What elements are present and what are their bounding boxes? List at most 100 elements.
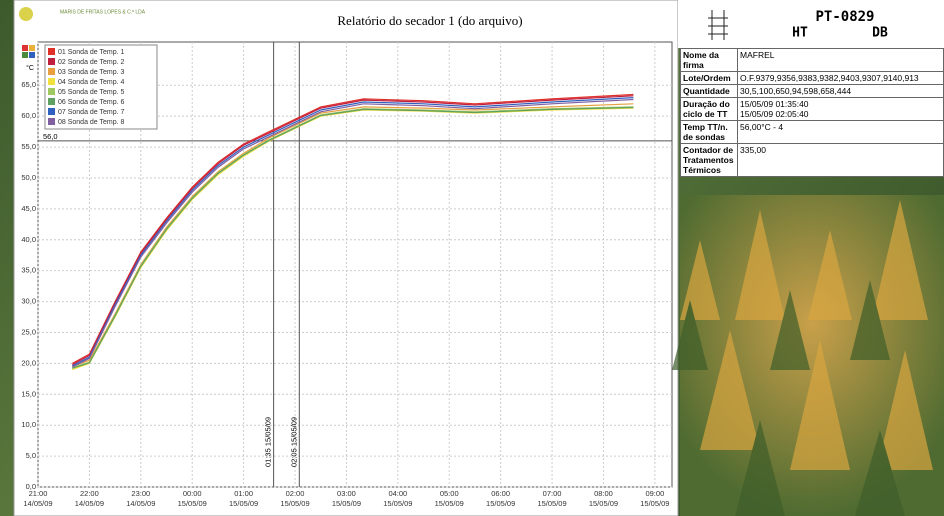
x-tick-label: 15/05/09 [280, 499, 309, 508]
x-tick-label: 00:00 [183, 489, 202, 498]
x-tick-label: 14/05/09 [23, 499, 52, 508]
legend-label: 07 Sonda de Temp. 7 [58, 109, 125, 116]
logo-square [29, 45, 35, 51]
legend-swatch [48, 78, 55, 85]
y-tick-label: 50,0 [21, 173, 36, 182]
info-table: Nome da firma MAFREL Lote/Ordem O.F.9379,93… [680, 48, 944, 177]
logo-text: MARIS DE FRITAS LOPES & C.ª LDA [60, 9, 146, 15]
row-value: MAFREL [737, 48, 944, 72]
row-value: 30,5,100,650,94,598,658,444 [737, 84, 944, 98]
y-tick-label: 45,0 [21, 204, 36, 213]
series-line [72, 98, 634, 368]
x-tick-label: 07:00 [543, 489, 562, 498]
y-tick-label: 65,0 [21, 80, 36, 89]
marker-label: 02:05 15/05/09 [289, 417, 298, 467]
x-tick-label: 03:00 [337, 489, 356, 498]
legend-swatch [48, 58, 55, 65]
x-tick-label: 23:00 [131, 489, 150, 498]
logo-square [22, 45, 28, 51]
y-tick-label: 55,0 [21, 142, 36, 151]
row-label: Lote/Ordem [680, 71, 738, 85]
row-value: 15/05/09 01:35:40 15/05/09 02:05:40 [737, 97, 944, 121]
x-tick-label: 04:00 [388, 489, 407, 498]
logo-square [29, 52, 35, 58]
legend-label: 06 Sonda de Temp. 6 [58, 99, 125, 106]
x-tick-label: 15/05/09 [640, 499, 669, 508]
y-tick-label: 30,0 [21, 297, 36, 306]
threshold-label: 56,0 [43, 132, 58, 141]
table-row: Nome da firma MAFREL [680, 48, 944, 72]
y-tick-label: 40,0 [21, 235, 36, 244]
legend-label: 04 Sonda de Temp. 4 [58, 79, 125, 86]
x-tick-label: 14/05/09 [75, 499, 104, 508]
row-value: 335,00 [737, 143, 944, 177]
series-line [72, 95, 634, 366]
legend-swatch [48, 88, 55, 95]
plot: 0,0 5,0 10,0 15,0 20,0 25,0 30,0 35,0 40,0 45,0 50… [21, 41, 673, 508]
x-tick-label: 01:00 [234, 489, 253, 498]
marker-label: 01:35 15/05/09 [264, 417, 273, 467]
x-tick-label: 15/05/09 [229, 499, 258, 508]
x-tick-label: 14/05/09 [126, 499, 155, 508]
x-tick-label: 15/05/09 [486, 499, 515, 508]
x-tick-label: 15/05/09 [332, 499, 361, 508]
badge-right: DB [872, 26, 888, 41]
legend-box [44, 44, 158, 130]
x-tick-label: 09:00 [645, 489, 664, 498]
legend-swatch [48, 108, 55, 115]
badge-box [678, 0, 944, 48]
legend-swatch [48, 68, 55, 75]
y-tick-label: 60,0 [21, 111, 36, 120]
row-label: Duração do ciclo de TT [680, 97, 738, 121]
row-label: Nome da firma [680, 48, 738, 72]
page-title: Relatório do secador 1 (do arquivo) [337, 13, 522, 28]
legend-label: 08 Sonda de Temp. 8 [58, 119, 125, 126]
y-tick-label: 15,0 [21, 389, 36, 398]
x-tick-label: 21:00 [29, 489, 48, 498]
legend-swatch [48, 48, 55, 55]
row-value-line: 15/05/09 02:05:40 [740, 109, 809, 119]
x-tick-label: 02:00 [286, 489, 305, 498]
y-tick-label: 35,0 [21, 266, 36, 275]
x-tick-label: 15/05/09 [178, 499, 207, 508]
legend-label: 01 Sonda de Temp. 1 [58, 49, 125, 56]
y-unit: °C [26, 64, 34, 72]
badge-left: HT [792, 26, 808, 41]
y-tick-label: 25,0 [21, 327, 36, 336]
x-tick-label: 05:00 [440, 489, 459, 498]
table-row: Temp TT/n. de sondas 56,00°C - 4 [680, 120, 944, 144]
legend-label: 02 Sonda de Temp. 2 [58, 59, 125, 66]
legend-swatch [48, 98, 55, 105]
series-line [72, 97, 634, 367]
table-row: Duração do ciclo de TT 15/05/09 01:35:40 1… [680, 97, 944, 121]
x-tick-label: 22:00 [80, 489, 99, 498]
x-tick-label: 15/05/09 [383, 499, 412, 508]
logo [19, 7, 33, 21]
row-value: 56,00°C - 4 [737, 120, 944, 144]
x-tick-label: 15/05/09 [537, 499, 566, 508]
y-tick-label: 10,0 [21, 420, 36, 429]
row-label: Quantidade [680, 84, 738, 98]
tree-shapes [672, 200, 933, 516]
series-line [72, 106, 634, 369]
legend-label: 03 Sonda de Temp. 3 [58, 69, 125, 76]
row-value-line: 15/05/09 01:35:40 [740, 99, 809, 109]
y-tick-label: 20,0 [21, 358, 36, 367]
table-row: Lote/Ordem O.F.9379,9356,9383,9382,9403,9… [680, 71, 944, 85]
row-value: O.F.9379,9356,9383,9382,9403,9307,9140,9… [737, 71, 944, 85]
legend-swatch [48, 118, 55, 125]
x-tick-label: 15/05/09 [589, 499, 618, 508]
row-label: Contador de Tratamentos Térmicos [680, 143, 738, 177]
y-tick-label: 5,0 [26, 451, 36, 460]
x-tick-label: 15/05/09 [435, 499, 464, 508]
y-tick-label: 0,0 [26, 482, 36, 491]
table-row: Quantidade 30,5,100,650,94,598,658,444 [680, 84, 944, 98]
x-tick-label: 08:00 [594, 489, 613, 498]
logo-square [22, 52, 28, 58]
badge-code: PT-0829 [815, 9, 874, 25]
legend-label: 05 Sonda de Temp. 5 [58, 89, 125, 96]
x-tick-label: 06:00 [491, 489, 510, 498]
row-label: Temp TT/n. de sondas [680, 120, 738, 144]
